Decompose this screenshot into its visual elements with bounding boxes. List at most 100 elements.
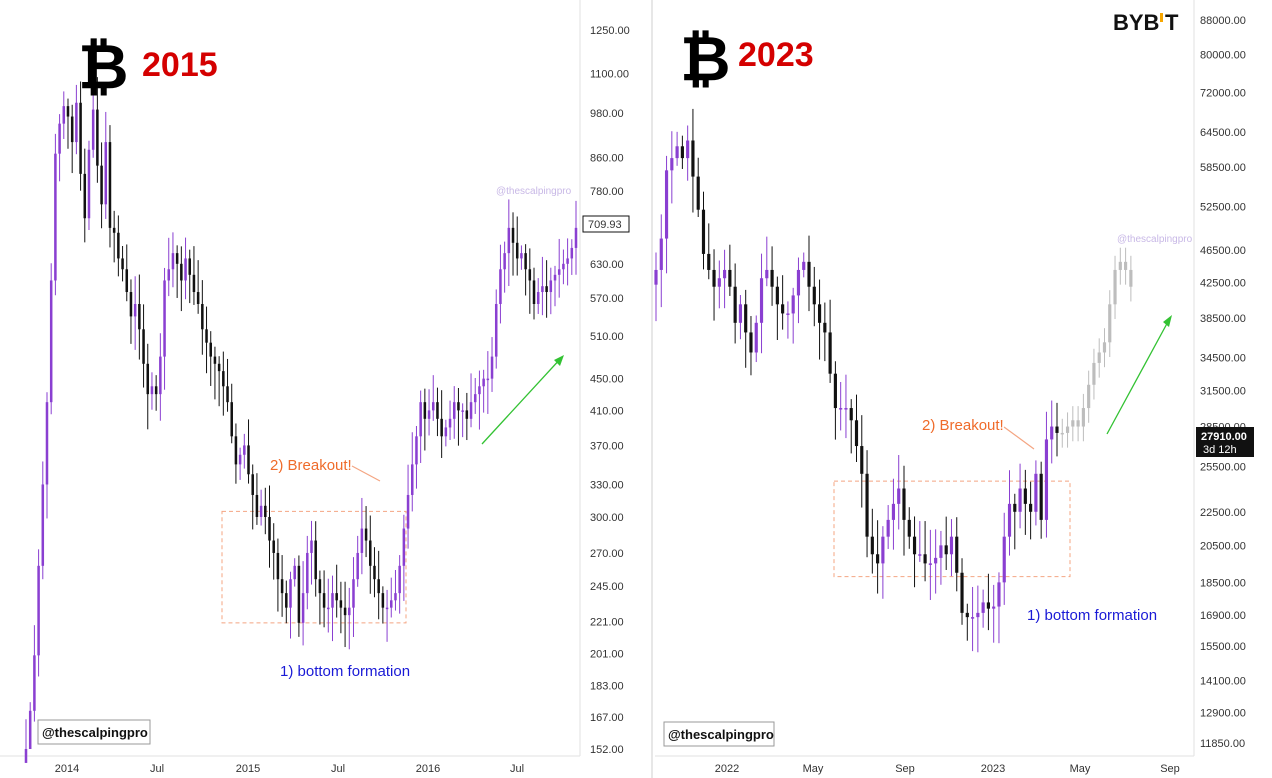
candle-body (744, 304, 748, 333)
candle-body (553, 274, 557, 281)
x-tick-label: Sep (1160, 763, 1180, 775)
x-tick-label: 2023 (981, 763, 1005, 775)
x-tick-label: 2022 (715, 763, 739, 775)
candle-body (528, 269, 532, 281)
candle-body (310, 540, 313, 553)
candle-body (532, 280, 536, 305)
candle-body (524, 253, 527, 270)
candle-body (87, 149, 91, 219)
bottom-box-rect (221, 510, 407, 624)
y-tick-label: 201.00 (590, 649, 624, 661)
y-axis-2023: 88000.00 80000.00 72000.00 64500.00 58500.00… (1200, 15, 1246, 750)
candle-body (891, 503, 896, 520)
breakout-pointer (351, 465, 381, 482)
candle-body (125, 269, 129, 293)
candle-body (686, 140, 690, 159)
candle-body (28, 710, 32, 749)
y-tick-label: 780.00 (590, 186, 624, 198)
y-tick-label: 370.00 (590, 440, 624, 452)
candle-body (167, 269, 171, 281)
candle-body (306, 552, 309, 594)
candle-body (154, 386, 158, 395)
candle-body (934, 557, 938, 564)
candle-body (343, 607, 347, 616)
bybit-logo: BYB T (1113, 10, 1179, 35)
svg-text:@thescalpingpro: @thescalpingpro (42, 725, 148, 740)
candle-body (444, 427, 448, 437)
candle-body (394, 593, 397, 601)
svg-text:3d 12h: 3d 12h (1203, 444, 1237, 456)
y-tick-label: 167.00 (590, 712, 624, 724)
candle-body (268, 516, 271, 541)
bottom-box-rect (833, 480, 1071, 578)
candle-body (817, 304, 822, 323)
candle-body (369, 540, 372, 566)
candle-body (364, 528, 368, 541)
x-tick-label: Sep (895, 763, 915, 775)
svg-text:T: T (1165, 10, 1179, 35)
svg-text:₿: ₿ (78, 33, 129, 102)
y-tick-label: 88000.00 (1200, 15, 1246, 27)
candle-body (865, 473, 869, 537)
candle-body (1034, 473, 1038, 512)
candle-body (406, 494, 410, 529)
trend-arrow (481, 355, 564, 445)
candle-body (175, 253, 179, 264)
candle-body (1050, 426, 1054, 440)
projection-candle (1108, 304, 1112, 343)
candle-body (297, 565, 301, 623)
candle-body (1055, 426, 1059, 433)
candle-body (712, 269, 716, 287)
x-tick-label: 2015 (236, 763, 260, 775)
last-price-tag: 27910.00 3d 12h (1196, 427, 1254, 457)
y-tick-label: 18500.00 (1200, 577, 1246, 589)
y-tick-label: 630.00 (590, 259, 624, 271)
candle-body (327, 607, 330, 610)
candle-body (436, 402, 439, 419)
handle-box: @thescalpingpro (37, 719, 151, 745)
y-axis-2015: 1250.00 1100.00 980.00 860.00 780.00 630.00 57… (590, 25, 630, 756)
candle-body (765, 269, 769, 279)
candle-body (373, 565, 376, 580)
candle-body (876, 554, 880, 564)
candle-body (70, 116, 74, 143)
breakout-label: 2) Breakout! (270, 457, 352, 474)
candle-body (276, 552, 280, 580)
chart-panel-2023: 88000.00 80000.00 72000.00 64500.00 58500.00… (654, 0, 1254, 775)
handle-box: @thescalpingpro (663, 721, 775, 747)
candles-2023 (654, 108, 1133, 653)
candle-body (1013, 503, 1017, 512)
candle-body (675, 146, 679, 159)
candle-body (886, 519, 890, 537)
y-tick-label: 300.00 (590, 512, 624, 524)
candle-body (104, 142, 108, 205)
x-tick-label: May (1070, 763, 1091, 775)
bitcoin-icon: ₿ (680, 25, 731, 94)
candle-body (108, 142, 112, 228)
candle-body (45, 402, 49, 485)
projection-candle (1129, 269, 1133, 287)
candle-body (807, 261, 811, 287)
candle-body (566, 258, 569, 264)
bottom-formation-box (833, 480, 1071, 578)
y-tick-label: 58500.00 (1200, 162, 1246, 174)
y-tick-label: 14100.00 (1200, 675, 1246, 687)
y-tick-label: 52500.00 (1200, 201, 1246, 213)
candle-body (928, 563, 932, 565)
bottom-formation-box (221, 510, 407, 624)
y-tick-label: 510.00 (590, 331, 624, 343)
y-tick-label: 22500.00 (1200, 507, 1246, 519)
y-tick-label: 46500.00 (1200, 245, 1246, 257)
candle-body (280, 579, 284, 594)
candle-body (918, 554, 922, 556)
candle-body (812, 286, 816, 305)
candle-body (992, 606, 996, 609)
y-tick-label: 16900.00 (1200, 610, 1246, 622)
y-tick-label: 31500.00 (1200, 385, 1246, 397)
candle-body (138, 304, 141, 330)
candle-body (62, 106, 66, 124)
candle-body (180, 263, 183, 281)
candle-body (314, 540, 317, 580)
candle-body (844, 408, 848, 410)
